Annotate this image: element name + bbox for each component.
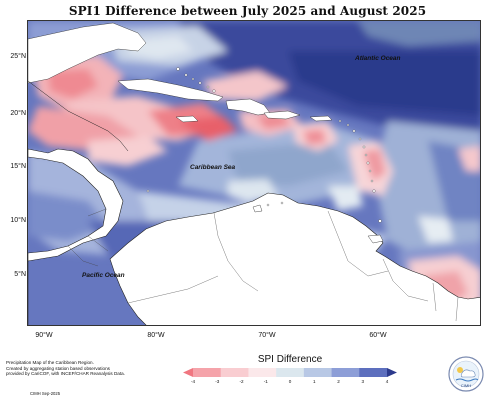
land-mass [28,148,124,325]
lat-label-25n: 25°N [10,53,26,60]
legend-tick-label: 1 [312,379,316,384]
legend-tick-label: -2 [239,379,244,384]
legend-swatch [193,368,222,377]
lat-label-10n: 10°N [10,217,26,224]
credits-line-2: Created by aggregating station based obs… [6,365,110,371]
country-borders [67,208,459,322]
cimh-logo: CIMH [448,356,484,392]
lat-label-5n: 5°N [14,271,26,278]
south-america [109,192,480,325]
credits: Precipitation Map of the Caribbean Regio… [6,360,156,377]
legend-swatch [276,368,305,377]
atlantic-ocean-label: Atlantic Ocean [355,55,401,62]
legend-tick-label: -4 [190,379,196,384]
credits-line-1: Precipitation Map of the Caribbean Regio… [6,360,94,365]
legend-tick-label: -3 [215,379,220,384]
legend-colorbar [183,368,397,377]
legend-swatch [248,368,277,377]
lat-label-15n: 15°N [10,163,26,170]
legend-tick-label: 0 [288,379,292,384]
lon-label-90w: 90°W [35,332,53,339]
legend-tick-label: 3 [361,379,365,384]
legend-swatch [220,368,249,377]
legend-tick-label: 2 [337,379,340,384]
spi-map [27,20,481,326]
legend-tick-label: 4 [385,379,389,384]
credits-date: CIMH Sep-2025 [30,391,61,396]
lon-label-70w: 70°W [258,332,276,339]
legend-swatch [303,368,332,377]
logo-text: CIMH [461,383,471,388]
credits-line-3: provided by CariCOF, with INCEP/CHAR Rea… [6,371,125,377]
islands [28,22,384,244]
lat-label-20n: 20°N [10,110,26,117]
sun-icon [457,367,463,373]
lon-label-80w: 80°W [147,332,165,339]
legend-arrow-low [183,368,193,377]
map-title: SPI1 Difference between July 2025 and Au… [68,4,427,18]
pacific-ocean-label: Pacific Ocean [82,272,125,279]
legend-swatch [331,368,360,377]
cloud-icon [460,369,476,378]
spi-map-canvas [28,21,480,325]
legend-arrow-high [387,368,397,377]
legend-tick-label: -1 [263,379,268,384]
small-islands [146,67,382,223]
legend-swatch [359,368,388,377]
lon-label-60w: 60°W [369,332,387,339]
wave-icon [455,378,479,382]
legend-title: SPI Difference [257,354,323,365]
caribbean-sea-label: Caribbean Sea [190,164,236,171]
